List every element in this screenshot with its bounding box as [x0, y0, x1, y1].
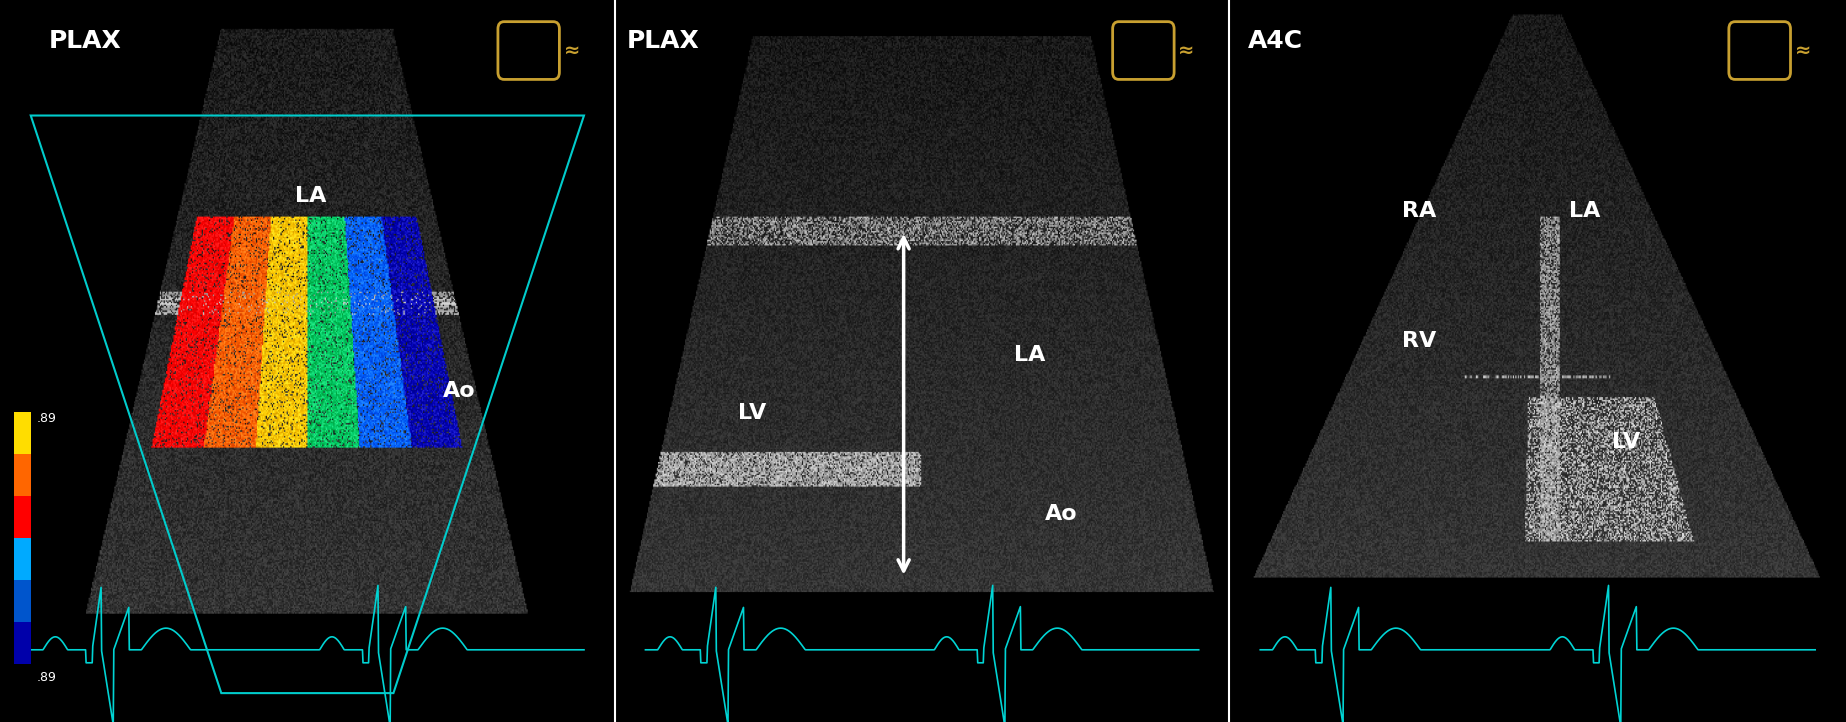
Text: LV: LV [738, 403, 766, 423]
Text: LV: LV [1612, 432, 1639, 452]
Bar [13, 412, 31, 453]
Text: ≈: ≈ [1178, 41, 1194, 60]
Text: A4C: A4C [1248, 29, 1303, 53]
Text: Ao: Ao [443, 381, 474, 401]
Text: RA: RA [1403, 201, 1436, 221]
Text: ≈: ≈ [1794, 41, 1811, 60]
Text: LA: LA [1013, 345, 1045, 365]
Bar [13, 453, 31, 496]
Text: Ao: Ao [1045, 504, 1078, 524]
Text: PLAX: PLAX [628, 29, 700, 53]
Bar [13, 580, 31, 622]
Text: LA: LA [295, 186, 327, 206]
Text: LA: LA [1569, 201, 1600, 221]
Bar [13, 538, 31, 580]
Text: ≈: ≈ [563, 41, 580, 60]
Text: RV: RV [1403, 331, 1436, 351]
Bar [13, 622, 31, 664]
Bar [13, 496, 31, 538]
Text: .89: .89 [37, 412, 57, 425]
Text: .89: .89 [37, 671, 57, 684]
Text: PLAX: PLAX [50, 29, 122, 53]
